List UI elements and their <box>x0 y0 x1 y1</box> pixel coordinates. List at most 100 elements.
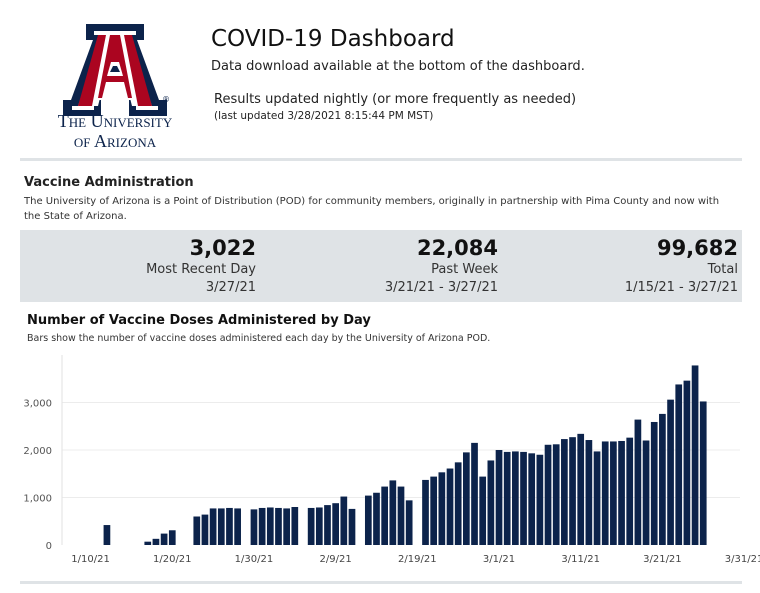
bar <box>585 440 593 545</box>
stat-value: 99,682 <box>656 236 738 260</box>
bar <box>250 509 258 545</box>
bar <box>446 468 454 545</box>
bar <box>193 516 201 545</box>
bar <box>364 495 372 545</box>
bar <box>234 508 241 545</box>
bar <box>675 384 683 545</box>
bar <box>528 453 536 545</box>
block-a-icon: ® <box>63 24 170 116</box>
bar <box>552 444 560 545</box>
logo-line2: of Arizona <box>73 131 157 151</box>
x-tick-label: 3/21/21 <box>643 554 682 565</box>
bar <box>217 508 225 545</box>
bar <box>642 440 650 545</box>
stat-value: 22,084 <box>416 236 498 260</box>
bar <box>209 508 217 545</box>
bar <box>422 479 429 545</box>
y-tick-label: 3,000 <box>23 399 52 410</box>
bar <box>307 507 315 545</box>
update-frequency-text: Results updated nightly (or more frequen… <box>214 92 577 107</box>
x-tick-label: 1/20/21 <box>153 554 192 565</box>
bar <box>659 413 666 545</box>
bar <box>275 507 282 545</box>
bar <box>667 399 674 545</box>
bar <box>454 462 462 545</box>
stat-value: 3,022 <box>189 236 256 260</box>
bar <box>332 503 339 545</box>
bar <box>479 476 487 545</box>
bar <box>512 451 519 545</box>
stat-most-recent-day: 3,022 Most Recent Day 3/27/21 <box>40 230 256 297</box>
y-tick-label: 1,000 <box>23 494 52 505</box>
top-divider <box>20 158 742 161</box>
bar <box>691 365 699 545</box>
logo-line1: The University <box>57 111 173 131</box>
stat-past-week: 22,084 Past Week 3/21/21 - 3/27/21 <box>280 230 498 297</box>
bar <box>577 433 585 545</box>
bar <box>226 507 233 545</box>
doses-bar-chart: 0 1,000 2,000 3,000 1/10/21 1/20/21 1/30/21 2/9… <box>23 355 760 565</box>
bar <box>381 486 389 545</box>
x-tick-label: 3/11/21 <box>561 554 600 565</box>
bar <box>266 507 274 545</box>
bar <box>471 442 478 545</box>
last-updated-text: (last updated 3/28/2021 8:15:44 PM MST) <box>214 110 434 122</box>
bar <box>430 476 438 545</box>
bar <box>397 486 405 545</box>
bar <box>495 450 503 545</box>
stat-label: Total <box>707 262 738 277</box>
bar <box>152 538 160 545</box>
bar <box>405 500 413 545</box>
x-tick-label: 2/9/21 <box>320 554 352 565</box>
bar <box>593 451 601 545</box>
x-tick-label: 3/31/21 <box>725 554 760 565</box>
y-tick-label: 0 <box>46 541 52 552</box>
x-tick-label: 3/1/21 <box>483 554 515 565</box>
svg-text:®: ® <box>162 95 170 104</box>
chart-description: Bars show the number of vaccine doses ad… <box>27 333 491 344</box>
bar <box>348 508 356 545</box>
bar <box>340 496 348 545</box>
bar <box>144 541 152 545</box>
bar <box>160 533 168 545</box>
bar <box>683 380 691 545</box>
stat-label: Most Recent Day <box>146 262 256 277</box>
y-tick-label: 2,000 <box>23 446 52 457</box>
chart-title: Number of Vaccine Doses Administered by … <box>27 313 371 328</box>
bar <box>315 507 323 545</box>
bar <box>283 508 290 545</box>
bar <box>610 441 617 545</box>
bar <box>258 507 266 545</box>
bar <box>201 514 209 545</box>
bar <box>626 437 634 545</box>
bar <box>699 401 707 545</box>
stat-date-range: 3/21/21 - 3/27/21 <box>384 280 498 295</box>
bar <box>168 530 176 545</box>
bar <box>291 507 299 545</box>
bar <box>520 451 527 545</box>
bar <box>463 452 470 545</box>
bar <box>601 441 609 545</box>
bar <box>536 454 544 545</box>
stat-total: 99,682 Total 1/15/21 - 3/27/21 <box>520 230 738 297</box>
stat-date-range: 1/15/21 - 3/27/21 <box>624 280 738 295</box>
bar <box>487 460 495 545</box>
bar <box>569 437 576 545</box>
bar <box>561 439 568 545</box>
bar <box>324 505 331 545</box>
university-logo: ® The University of Arizona <box>40 18 190 158</box>
bar <box>438 472 446 545</box>
bar <box>103 525 111 545</box>
bar <box>634 419 642 545</box>
x-tick-label: 1/10/21 <box>71 554 110 565</box>
page-title: COVID-19 Dashboard <box>211 26 455 52</box>
x-tick-label: 2/19/21 <box>398 554 437 565</box>
bottom-divider <box>20 581 742 584</box>
bar <box>618 440 625 545</box>
page-subtitle: Data download available at the bottom of… <box>211 59 585 74</box>
vaccine-section-description: The University of Arizona is a Point of … <box>24 196 720 222</box>
stat-label: Past Week <box>431 262 498 277</box>
bar <box>544 444 552 545</box>
x-tick-label: 1/30/21 <box>235 554 274 565</box>
stat-date-range: 3/27/21 <box>205 280 256 295</box>
